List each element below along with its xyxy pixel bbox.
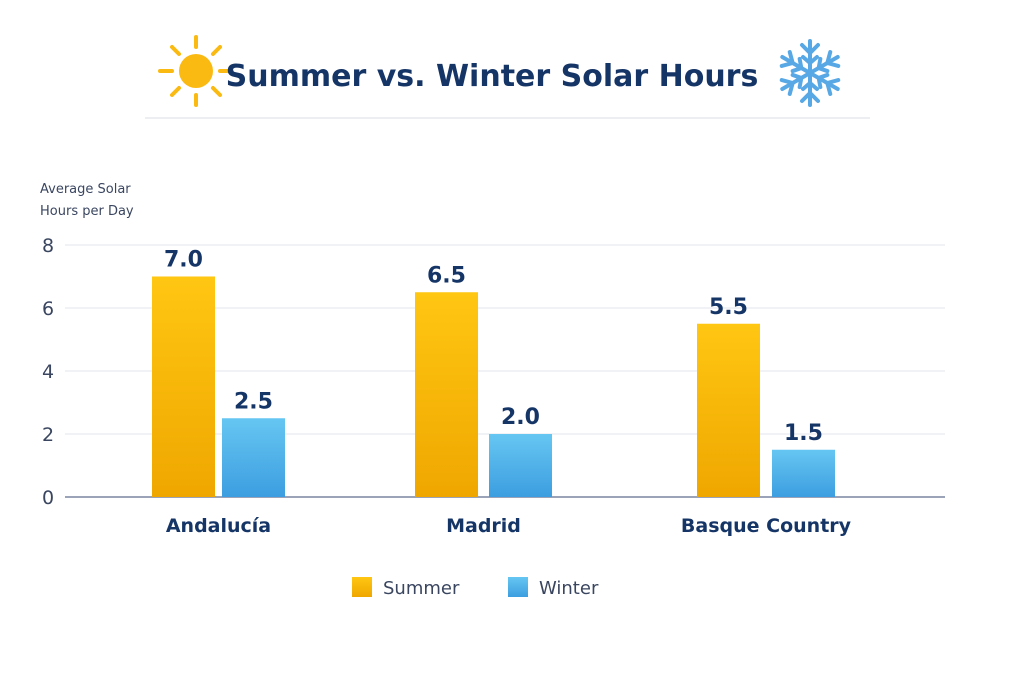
y-tick-label: 6 [42,298,54,320]
data-label: 7.0 [164,248,203,273]
data-label: 2.0 [501,405,540,430]
bar-summer [415,292,478,497]
bar-summer [697,323,760,497]
y-tick-label: 2 [42,424,54,446]
legend-label: Winter [539,578,599,599]
x-tick-label: Andalucía [166,515,271,537]
data-label: 5.5 [709,295,748,320]
y-tick-label: 0 [42,487,54,509]
y-tick-label: 8 [42,235,54,257]
data-label: 2.5 [234,389,273,414]
legend-swatch-summer [352,577,372,597]
legend-label: Summer [383,578,460,599]
bar-winter [772,449,835,497]
sun-icon [158,35,234,107]
snowflake-icon [776,39,844,107]
x-tick-label: Madrid [446,515,521,537]
bar-winter [222,418,285,497]
chart-title: Summer vs. Winter Solar Hours [226,59,759,94]
y-axis-label-line-1: Average Solar [40,182,131,197]
data-label: 6.5 [427,263,466,288]
y-tick-label: 4 [42,361,54,383]
data-label: 1.5 [784,421,823,446]
y-axis-label-line-2: Hours per Day [40,204,134,219]
x-tick-label: Basque Country [681,515,852,537]
bar-summer [152,276,215,497]
bar-winter [489,434,552,497]
legend-swatch-winter [508,577,528,597]
